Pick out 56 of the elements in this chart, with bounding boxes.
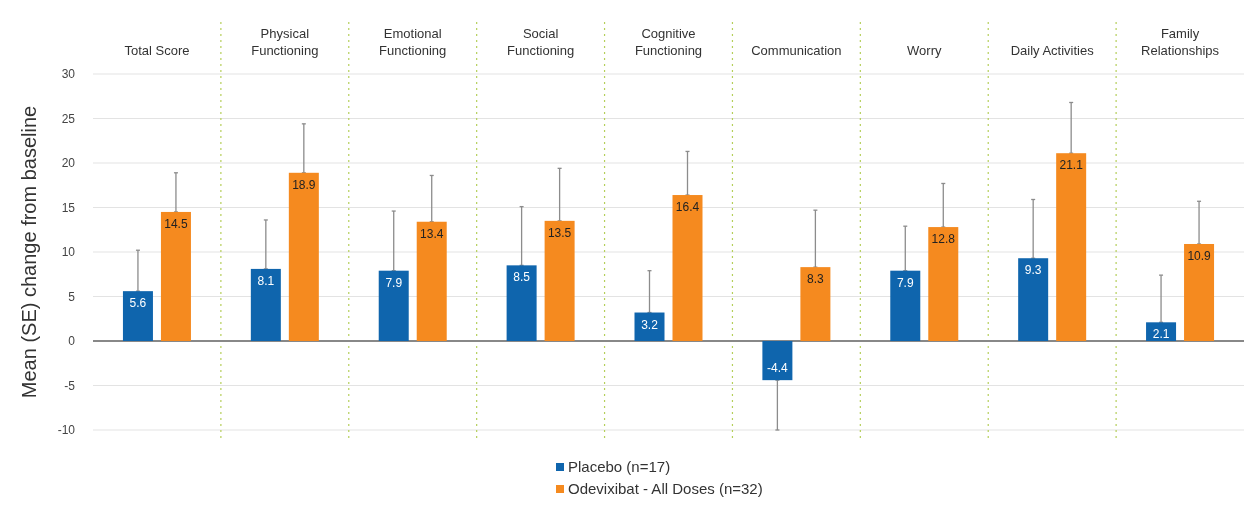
y-tick-label: -10 bbox=[57, 423, 76, 437]
bar bbox=[800, 267, 831, 341]
bar bbox=[544, 220, 575, 341]
y-tick-label: 25 bbox=[61, 111, 76, 126]
x-tick-label: Family Relationships bbox=[1141, 26, 1220, 58]
data-label: 8.3 bbox=[807, 272, 825, 287]
data-label: 7.9 bbox=[385, 275, 403, 290]
bar bbox=[250, 268, 281, 341]
data-label: 16.4 bbox=[675, 200, 700, 215]
bar bbox=[890, 270, 921, 341]
y-tick-label: 5 bbox=[68, 289, 76, 304]
x-tick-label: Emotional Functioning bbox=[379, 26, 447, 58]
bar bbox=[416, 221, 447, 341]
data-label: 14.5 bbox=[164, 216, 188, 231]
data-label: 2.1 bbox=[1152, 327, 1170, 342]
bar bbox=[928, 227, 959, 341]
y-axis-title: Mean (SE) change from baseline bbox=[18, 105, 40, 399]
data-label: 8.1 bbox=[257, 273, 275, 288]
y-tick-label: -5 bbox=[64, 378, 76, 393]
legend-label: Placebo (n=17) bbox=[568, 458, 671, 475]
data-label: 7.9 bbox=[896, 275, 914, 290]
data-label: -4.4 bbox=[767, 361, 789, 376]
y-tick-label: 20 bbox=[61, 156, 76, 170]
legend-label: Odevixibat - All Doses (n=32) bbox=[568, 480, 763, 497]
bar bbox=[506, 265, 537, 341]
data-label: 13.5 bbox=[547, 225, 572, 240]
y-tick-label: 15 bbox=[61, 200, 76, 215]
x-tick-label: Communication bbox=[751, 43, 842, 58]
bar bbox=[672, 195, 703, 341]
bar bbox=[1056, 153, 1087, 341]
bar bbox=[1018, 258, 1049, 341]
y-tick-label: 30 bbox=[61, 67, 76, 81]
data-label: 10.9 bbox=[1187, 248, 1212, 263]
data-label: 18.9 bbox=[292, 177, 316, 192]
y-tick-label: 10 bbox=[61, 245, 76, 259]
data-label: 5.6 bbox=[129, 296, 147, 311]
bar bbox=[1146, 322, 1177, 341]
y-tick-label: 0 bbox=[68, 334, 76, 348]
x-tick-label: Total Score bbox=[124, 43, 190, 58]
x-tick-label: Physical Functioning bbox=[251, 26, 319, 58]
bar bbox=[378, 270, 409, 341]
x-tick-label: Worry bbox=[907, 43, 942, 58]
bar bbox=[288, 172, 319, 341]
x-tick-label: Social Functioning bbox=[507, 26, 575, 58]
bar bbox=[1184, 243, 1215, 341]
data-label: 9.3 bbox=[1024, 263, 1042, 278]
bar bbox=[762, 341, 793, 381]
data-label: 13.4 bbox=[420, 226, 444, 241]
data-label: 21.1 bbox=[1059, 158, 1084, 173]
bar bbox=[160, 211, 191, 341]
data-label: 12.8 bbox=[931, 232, 956, 247]
data-label: 3.2 bbox=[641, 317, 659, 332]
x-tick-label: Cognitive Functioning bbox=[634, 26, 703, 58]
x-tick-label: Daily Activities bbox=[1010, 43, 1095, 58]
data-label: 8.5 bbox=[513, 270, 531, 285]
bar bbox=[122, 291, 153, 341]
